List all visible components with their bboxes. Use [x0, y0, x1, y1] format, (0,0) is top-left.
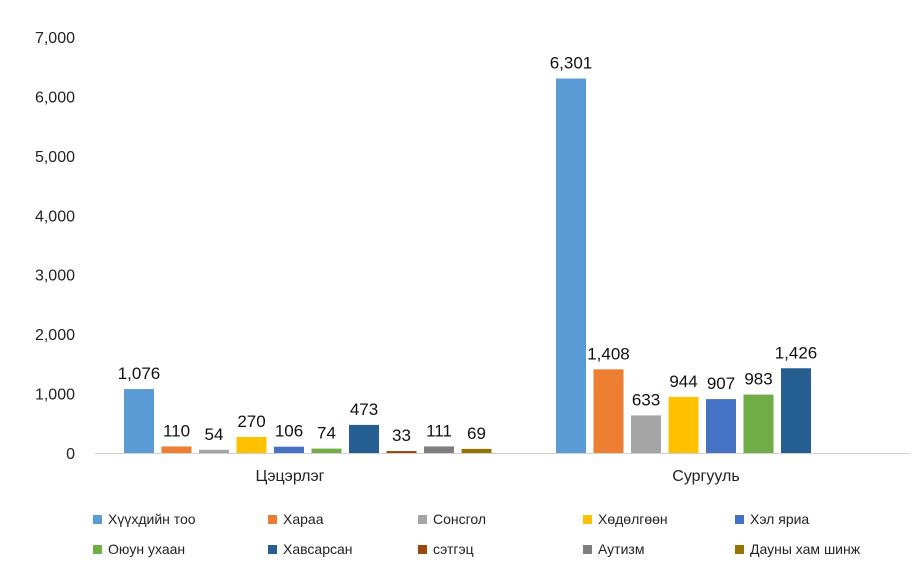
data-label: 69: [467, 424, 486, 443]
y-tick-label: 1,000: [35, 387, 75, 404]
bars-layer: [124, 78, 811, 453]
bar-series-3-cat-1: [668, 396, 699, 453]
data-labels-layer: 1,076 110 54 270 106 74 473 33 111 69 6,301 1,408 63…: [118, 54, 818, 445]
x-category-label: Цэцэрлэг: [255, 468, 324, 485]
data-label: 111: [426, 421, 452, 440]
bar-series-9-cat-0: [461, 448, 492, 453]
legend-item: Дауны хам шинж: [735, 541, 861, 557]
legend-swatch: [93, 545, 102, 554]
y-tick-label: 6,000: [35, 89, 75, 106]
data-label: 33: [392, 426, 411, 445]
legend-label: Хүүхдийн тоо: [108, 511, 196, 527]
bar-series-4-cat-0: [274, 446, 304, 453]
legend-swatch: [418, 545, 427, 554]
axis-layer: 0 1,000 2,000 3,000 4,000 5,000 6,000 7,000 Цэцэ…: [35, 30, 910, 485]
data-label: 473: [350, 400, 378, 419]
legend-label: Хавсарсан: [283, 541, 353, 557]
legend-swatch: [93, 515, 102, 524]
y-tick-label: 2,000: [35, 327, 75, 344]
bar-series-0-cat-0: [124, 389, 154, 453]
legend-item: Хэл яриа: [735, 511, 809, 527]
y-tick-label: 4,000: [35, 208, 75, 225]
data-label: 74: [317, 424, 336, 443]
legend-label: Аутизм: [598, 541, 644, 557]
legend: Хүүхдийн тоо Хараа Сонсгол Хөдөлгөөн Хэл яри…: [93, 511, 861, 557]
bar-series-5-cat-1: [743, 394, 774, 453]
legend-swatch: [735, 545, 744, 554]
legend-item: Хөдөлгөөн: [583, 511, 668, 527]
data-label: 1,076: [118, 364, 161, 383]
legend-label: Сонсгол: [433, 511, 486, 527]
legend-swatch: [735, 515, 744, 524]
y-tick-label: 0: [66, 446, 75, 463]
bar-series-6-cat-1: [781, 368, 811, 453]
legend-item: Хавсарсан: [268, 541, 353, 557]
bar-series-1-cat-1: [593, 369, 624, 453]
data-label: 983: [744, 370, 772, 389]
bar-series-3-cat-0: [236, 436, 267, 453]
legend-swatch: [583, 545, 592, 554]
bar-series-5-cat-0: [311, 448, 342, 453]
data-label: 944: [669, 372, 697, 391]
legend-item: Хараа: [268, 511, 324, 527]
y-tick-label: 3,000: [35, 268, 75, 285]
data-label: 633: [632, 390, 660, 409]
legend-swatch: [418, 515, 427, 524]
y-tick-label: 5,000: [35, 149, 75, 166]
data-label: 54: [205, 425, 224, 444]
data-label: 907: [707, 374, 735, 393]
legend-label: Дауны хам шинж: [750, 541, 861, 557]
data-label: 6,301: [550, 54, 593, 73]
bar-series-0-cat-1: [556, 78, 586, 453]
bar-series-1-cat-0: [161, 446, 192, 453]
bar-series-7-cat-0: [386, 451, 417, 453]
data-label: 1,426: [775, 343, 818, 362]
legend-swatch: [268, 545, 277, 554]
legend-label: Хараа: [283, 511, 324, 527]
legend-item: Хүүхдийн тоо: [93, 511, 196, 527]
data-label: 1,408: [587, 344, 630, 363]
legend-label: Хэл яриа: [750, 511, 809, 527]
y-tick-label: 7,000: [35, 30, 75, 47]
x-category-label: Сургууль: [672, 468, 739, 485]
legend-item: Сонсгол: [418, 511, 486, 527]
legend-label: сэтгэц: [433, 541, 474, 557]
legend-item: Аутизм: [583, 541, 644, 557]
legend-label: Оюун ухаан: [108, 541, 185, 557]
bar-series-4-cat-1: [706, 399, 736, 453]
bar-series-2-cat-0: [199, 449, 229, 453]
data-label: 110: [163, 421, 190, 440]
legend-item: Оюун ухаан: [93, 541, 185, 557]
legend-item: сэтгэц: [418, 541, 474, 557]
data-label: 270: [237, 412, 265, 431]
legend-label: Хөдөлгөөн: [598, 511, 668, 527]
bar-series-6-cat-0: [349, 424, 379, 453]
legend-swatch: [583, 515, 592, 524]
bar-series-2-cat-1: [631, 415, 661, 453]
legend-swatch: [268, 515, 277, 524]
bar-series-8-cat-0: [424, 446, 454, 453]
data-label: 106: [275, 422, 303, 441]
